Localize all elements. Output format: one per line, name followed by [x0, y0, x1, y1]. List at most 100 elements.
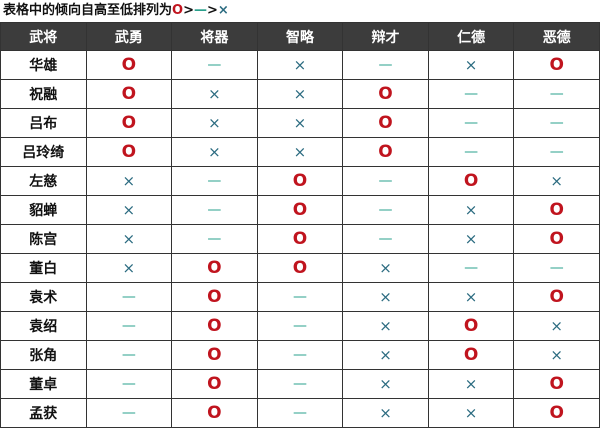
column-header: 辩才 — [342, 22, 429, 51]
tendency-cell: — — [256, 369, 344, 399]
tendency-cell: — — [342, 50, 429, 80]
general-name: 吕布 — [0, 108, 87, 138]
table-row: 左慈 × — O — O × — [0, 166, 600, 196]
gt-symbol: > — [206, 3, 218, 18]
tendency-cell: × — [171, 108, 258, 138]
tendency-cell: O — [85, 79, 173, 109]
tendency-cell: — — [513, 137, 600, 167]
general-name: 孟获 — [0, 398, 87, 428]
tendency-cell: × — [342, 282, 429, 312]
tendency-cell: — — [171, 195, 258, 225]
tendency-cell: O — [171, 369, 258, 399]
tendency-cell: — — [342, 195, 429, 225]
general-name: 祝融 — [0, 79, 87, 109]
tendency-cell: × — [256, 50, 344, 80]
table-row: 祝融 O × × O — — — [0, 79, 600, 109]
tendency-cell: × — [256, 137, 344, 167]
tendency-cell: O — [513, 369, 600, 399]
column-header: 恶德 — [513, 22, 600, 51]
tendency-cell: — — [342, 224, 429, 254]
tendency-cell: O — [171, 282, 258, 312]
tendency-cell: — — [427, 137, 515, 167]
general-name: 华雄 — [0, 50, 87, 80]
tendency-cell: × — [256, 108, 344, 138]
tendency-cell: O — [342, 108, 429, 138]
column-header: 武勇 — [85, 22, 173, 51]
tendency-cell: O — [256, 166, 344, 196]
tendency-cell: — — [513, 253, 600, 283]
tendency-cell: O — [427, 166, 515, 196]
column-header: 将器 — [171, 22, 258, 51]
column-header: 智略 — [256, 22, 344, 51]
tendency-cell: O — [513, 195, 600, 225]
table-row: 袁绍 — O — × O × — [0, 311, 600, 341]
tendency-cell: O — [85, 50, 173, 80]
tendency-cell: — — [256, 340, 344, 370]
tendency-cell: O — [342, 137, 429, 167]
table-row: 吕玲绮 O × × O — — — [0, 137, 600, 167]
general-name: 董卓 — [0, 369, 87, 399]
general-name: 袁术 — [0, 282, 87, 312]
tendency-cell: O — [427, 311, 515, 341]
tendency-cell: O — [171, 253, 258, 283]
tendency-cell: — — [342, 166, 429, 196]
tendency-cell: O — [342, 79, 429, 109]
high-symbol: O — [172, 3, 184, 18]
tendency-cell: O — [171, 398, 258, 428]
tendency-cell: O — [171, 340, 258, 370]
tendency-cell: × — [342, 311, 429, 341]
table-row: 张角 — O — × O × — [0, 340, 600, 370]
tendency-cell: × — [85, 166, 173, 196]
general-name: 吕玲绮 — [0, 137, 87, 167]
tendency-cell: — — [171, 166, 258, 196]
tendency-table: 武将 武勇 将器 智略 辩才 仁德 恶德 华雄 O — × — × O 祝融 O × × O — — 吕布 O × × O — — 吕… — [0, 22, 600, 428]
tendency-cell: × — [513, 340, 600, 370]
tendency-cell: × — [171, 137, 258, 167]
tendency-cell: — — [85, 282, 173, 312]
tendency-cell: O — [85, 108, 173, 138]
tendency-cell: O — [513, 224, 600, 254]
tendency-cell: — — [256, 398, 344, 428]
table-row: 吕布 O × × O — — — [0, 108, 600, 138]
general-name: 袁绍 — [0, 311, 87, 341]
general-name: 陈宫 — [0, 224, 87, 254]
tendency-cell: O — [256, 195, 344, 225]
tendency-cell: — — [427, 79, 515, 109]
tendency-cell: — — [85, 311, 173, 341]
tendency-cell: O — [85, 137, 173, 167]
legend-title: 表格中的倾向自高至低排列为O>—>× — [0, 0, 600, 22]
tendency-cell: O — [513, 282, 600, 312]
table-row: 袁术 — O — × × O — [0, 282, 600, 312]
tendency-cell: × — [427, 398, 515, 428]
tendency-cell: × — [342, 340, 429, 370]
tendency-cell: × — [342, 369, 429, 399]
table-row: 陈宫 × — O — × O — [0, 224, 600, 254]
tendency-cell: O — [513, 398, 600, 428]
header-row: 武将 武勇 将器 智略 辩才 仁德 恶德 — [0, 22, 600, 51]
tendency-cell: — — [427, 108, 515, 138]
tendency-cell: × — [427, 50, 515, 80]
tendency-cell: × — [85, 224, 173, 254]
tendency-cell: × — [427, 195, 515, 225]
tendency-cell: — — [256, 282, 344, 312]
table-row: 孟获 — O — × × O — [0, 398, 600, 428]
tendency-cell: × — [513, 311, 600, 341]
tendency-cell: — — [513, 108, 600, 138]
table-row: 董白 × O O × — — — [0, 253, 600, 283]
tendency-cell: — — [256, 311, 344, 341]
tendency-cell: — — [513, 79, 600, 109]
tendency-cell: O — [171, 311, 258, 341]
tendency-cell: × — [342, 398, 429, 428]
tendency-cell: — — [85, 369, 173, 399]
tendency-cell: — — [85, 398, 173, 428]
tendency-cell: — — [171, 50, 258, 80]
tendency-cell: — — [171, 224, 258, 254]
column-header: 武将 — [0, 22, 87, 51]
tendency-cell: × — [256, 79, 344, 109]
tendency-cell: × — [427, 369, 515, 399]
tendency-cell: × — [513, 166, 600, 196]
gt-symbol: > — [183, 3, 194, 18]
tendency-cell: × — [85, 253, 173, 283]
tendency-cell: O — [513, 50, 600, 80]
tendency-cell: × — [171, 79, 258, 109]
